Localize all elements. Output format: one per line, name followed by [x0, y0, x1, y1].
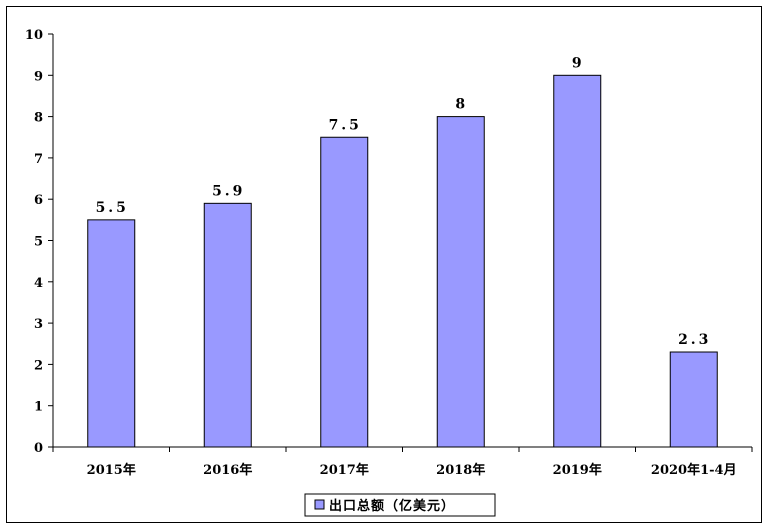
y-tick-label: 7	[34, 152, 43, 167]
bar-value-label: 8	[455, 97, 468, 113]
x-tick-label: 2015年	[87, 462, 136, 478]
y-axis-ticks	[48, 33, 53, 448]
y-tick-label: 2	[34, 358, 43, 373]
y-tick-label: 10	[25, 28, 43, 43]
chart-frame: 5.5 5.9 7.5 8 9 2.3 2015年 2016年 2017年 2018年 2019年…	[6, 6, 762, 523]
x-axis-labels: 2015年 2016年 2017年 2018年 2019年 2020年1-4月	[87, 462, 737, 478]
y-tick-label: 8	[34, 111, 43, 126]
legend-box	[304, 493, 496, 517]
bar-value-label: 7.5	[329, 117, 362, 133]
x-tick-label: 2018年	[436, 462, 485, 478]
x-tick-label: 2019年	[553, 462, 602, 478]
bar	[436, 116, 485, 448]
y-axis-labels: 0 1 2 3 4 5 6 7 8 9 10	[25, 28, 43, 456]
bar-value-label: 2.3	[678, 332, 711, 348]
bar-value-label: 5.5	[96, 200, 129, 216]
legend: 出口总额（亿美元）	[304, 493, 496, 517]
x-tick-label: 2020年1-4月	[651, 462, 737, 478]
y-tick-label: 0	[34, 441, 43, 456]
bar	[87, 219, 136, 448]
y-tick-label: 3	[34, 317, 43, 332]
bars	[87, 74, 718, 448]
legend-swatch	[314, 499, 325, 510]
data-labels: 5.5 5.9 7.5 8 9 2.3	[96, 55, 711, 348]
bar-value-label: 5.9	[212, 183, 245, 199]
bar	[553, 74, 602, 448]
x-tick-label: 2016年	[203, 462, 252, 478]
bar	[203, 202, 252, 448]
bar	[669, 351, 718, 448]
bar-value-label: 9	[572, 55, 585, 71]
bar-chart: 5.5 5.9 7.5 8 9 2.3 2015年 2016年 2017年 2018年 2019年…	[25, 28, 753, 517]
x-tick-label: 2017年	[320, 462, 369, 478]
y-tick-label: 4	[34, 276, 43, 291]
y-tick-label: 1	[34, 400, 43, 415]
bar	[320, 136, 369, 448]
y-tick-label: 5	[34, 235, 43, 250]
y-tick-label: 9	[34, 69, 43, 84]
y-tick-label: 6	[34, 193, 43, 208]
x-axis-ticks	[52, 447, 753, 452]
legend-label: 出口总额（亿美元）	[329, 498, 455, 514]
